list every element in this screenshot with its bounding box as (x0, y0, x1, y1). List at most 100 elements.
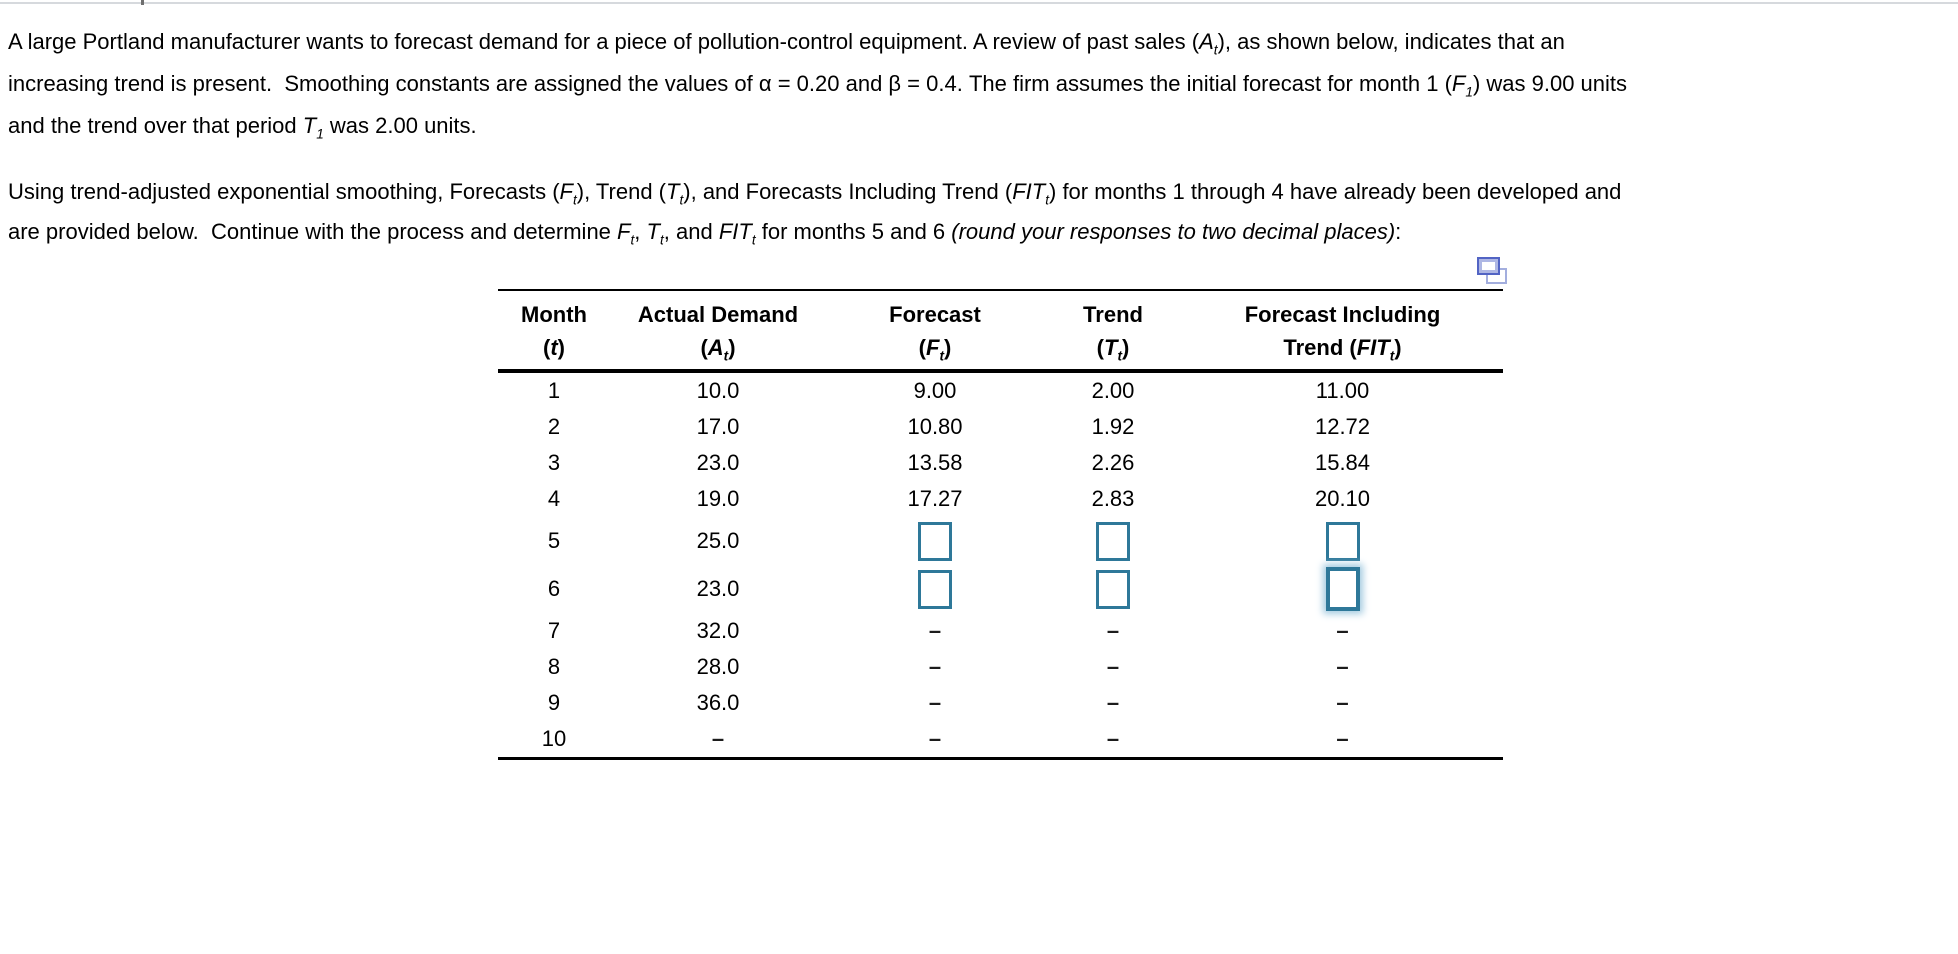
actual-demand-cell: 23.0 (696, 576, 740, 601)
header-actual-demand: Actual Demand (At) (610, 296, 826, 364)
actual-demand-cell: 28.0 (696, 654, 740, 679)
month-cell: 9 (547, 690, 561, 715)
month-cell: 8 (547, 654, 561, 679)
actual-demand-cell: 36.0 (696, 690, 740, 715)
trend-cell: – (1044, 690, 1182, 716)
dash-placeholder: – (1106, 618, 1120, 643)
table-top-rule (498, 289, 1503, 291)
dash-placeholder: – (1336, 726, 1349, 751)
month-cell: 3 (547, 450, 561, 475)
header-forecast-including-trend: Forecast Including Trend (FITt) (1182, 296, 1503, 364)
text-line: and the trend over that period T1 was 2.… (8, 113, 477, 142)
dash-placeholder: – (928, 654, 942, 679)
trend-input-month-6[interactable] (1096, 569, 1130, 609)
fit-cell: 15.84 (1314, 450, 1371, 475)
question-paragraph-1: A large Portland manufacturer wants to f… (8, 21, 1627, 147)
table-row-month-6: 6 23.0 (498, 565, 1503, 613)
forecast-cell: 9.00 (913, 378, 957, 403)
dash-placeholder: – (928, 726, 942, 751)
trend-cell (1044, 521, 1182, 561)
month-cell: 1 (547, 378, 561, 403)
table-row-month-7: 7 32.0 – – – (498, 613, 1503, 649)
header-forecast-including-trend-line1: Forecast Including (1244, 302, 1441, 327)
table-row-month-9: 9 36.0 – – – (498, 685, 1503, 721)
header-forecast: Forecast (Ft) (826, 296, 1044, 364)
table-header-row: Month (t) Actual Demand (At) Forecast (F… (498, 291, 1503, 369)
top-edge-tick (141, 0, 144, 5)
header-trend: Trend (Tt) (1044, 296, 1182, 364)
month-cell: 6 (547, 576, 561, 601)
header-trend-line1: Trend (1083, 302, 1143, 327)
table-row-month-4: 4 19.0 17.27 2.83 20.10 (498, 481, 1503, 517)
header-actual-demand-line2: (At) (700, 335, 736, 364)
text-line: are provided below. Continue with the pr… (8, 219, 1402, 248)
copy-window-icon-front (1477, 257, 1500, 275)
text-line: Using trend-adjusted exponential smoothi… (8, 179, 1622, 208)
forecast-cell: 13.58 (907, 450, 963, 475)
forecast-cell: 10.80 (907, 414, 963, 439)
dash-placeholder: – (711, 726, 725, 751)
dash-placeholder: – (928, 690, 942, 715)
forecast-cell: – (826, 654, 1044, 680)
trend-cell: 2.83 (1091, 486, 1135, 511)
table-row-month-2: 2 17.0 10.80 1.92 12.72 (498, 409, 1503, 445)
forecast-cell: – (826, 726, 1044, 752)
table-row-month-1: 1 10.0 9.00 2.00 11.00 (498, 373, 1503, 409)
month-cell: 7 (547, 618, 561, 643)
forecast-input-month-5[interactable] (918, 521, 952, 561)
fit-cell: – (1182, 654, 1503, 680)
dash-placeholder: – (1106, 690, 1120, 715)
actual-demand-cell: 10.0 (696, 378, 740, 403)
fit-input-month-6[interactable] (1325, 567, 1360, 611)
actual-demand-cell: 25.0 (696, 528, 740, 553)
forecast-cell: 17.27 (907, 486, 963, 511)
header-trend-line2: (Tt) (1096, 335, 1130, 364)
actual-demand-cell: 23.0 (696, 450, 740, 475)
table-row-month-8: 8 28.0 – – – (498, 649, 1503, 685)
table-body: 1 10.0 9.00 2.00 11.00 2 17.0 10.80 1.92 12.72 3 23… (498, 373, 1503, 757)
month-cell: 2 (547, 414, 561, 439)
header-forecast-line2: (Ft) (918, 335, 952, 364)
header-forecast-including-trend-line2: Trend (FITt) (1283, 335, 1402, 364)
fit-cell: – (1182, 618, 1503, 644)
table-row-month-3: 3 23.0 13.58 2.26 15.84 (498, 445, 1503, 481)
header-month: Month (t) (498, 296, 610, 364)
forecast-cell (826, 569, 1044, 609)
text-line: A large Portland manufacturer wants to f… (8, 29, 1565, 58)
trend-cell: 2.26 (1091, 450, 1135, 475)
forecast-table: Month (t) Actual Demand (At) Forecast (F… (498, 257, 1507, 760)
fit-cell: 11.00 (1315, 378, 1370, 403)
fit-input-month-5[interactable] (1325, 521, 1360, 561)
trend-cell: – (1044, 726, 1182, 752)
table-header-rule (498, 369, 1503, 373)
header-actual-demand-line1: Actual Demand (637, 302, 799, 327)
fit-cell (1182, 567, 1503, 611)
fit-cell: 20.10 (1314, 486, 1371, 511)
dash-placeholder: – (1336, 618, 1349, 643)
trend-input-month-5[interactable] (1096, 521, 1130, 561)
actual-demand-cell: – (610, 726, 826, 752)
dash-placeholder: – (1336, 690, 1349, 715)
trend-cell: 1.92 (1091, 414, 1135, 439)
dash-placeholder: – (1336, 654, 1349, 679)
top-divider (0, 2, 1958, 4)
table-row-month-10: 10 – – – – (498, 721, 1503, 757)
copy-window-icon[interactable] (1477, 257, 1508, 286)
forecast-input-month-6[interactable] (918, 569, 952, 609)
trend-cell: – (1044, 654, 1182, 680)
header-month-line2: (t) (543, 335, 565, 360)
forecast-cell: – (826, 690, 1044, 716)
table-bottom-rule (498, 757, 1503, 760)
actual-demand-cell: 32.0 (696, 618, 740, 643)
dash-placeholder: – (928, 618, 942, 643)
fit-cell: – (1182, 690, 1503, 716)
month-cell: 10 (541, 726, 567, 751)
trend-cell (1044, 569, 1182, 609)
text-line: increasing trend is present. Smoothing c… (8, 71, 1628, 100)
fit-cell (1182, 521, 1503, 561)
actual-demand-cell: 17.0 (696, 414, 740, 439)
header-forecast-line1: Forecast (889, 302, 981, 327)
dash-placeholder: – (1106, 654, 1120, 679)
month-cell: 5 (547, 528, 561, 553)
question-paragraph-2: Using trend-adjusted exponential smoothi… (8, 172, 1621, 252)
